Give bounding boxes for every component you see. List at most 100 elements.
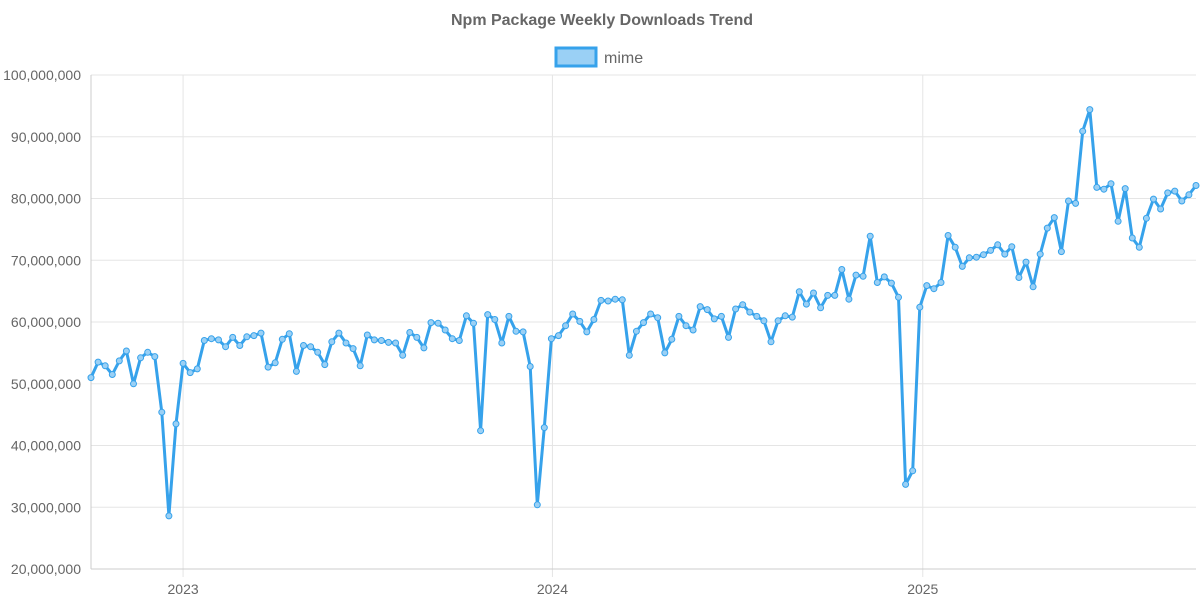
data-point[interactable] bbox=[236, 342, 244, 349]
data-point[interactable] bbox=[314, 348, 322, 356]
data-point[interactable] bbox=[781, 312, 789, 320]
data-point[interactable] bbox=[1185, 191, 1193, 199]
data-point[interactable] bbox=[1036, 250, 1044, 258]
data-point[interactable] bbox=[760, 317, 768, 325]
data-point[interactable] bbox=[207, 335, 215, 343]
data-point[interactable] bbox=[470, 319, 477, 327]
data-point[interactable] bbox=[774, 317, 782, 325]
data-point[interactable] bbox=[455, 337, 463, 344]
data-point[interactable] bbox=[732, 305, 740, 313]
data-point[interactable] bbox=[498, 339, 506, 347]
data-point[interactable] bbox=[569, 310, 577, 318]
data-point[interactable] bbox=[172, 420, 180, 428]
data-point[interactable] bbox=[632, 327, 640, 335]
data-point[interactable] bbox=[1043, 224, 1051, 232]
data-point[interactable] bbox=[817, 304, 825, 312]
data-point[interactable] bbox=[349, 345, 357, 353]
data-point[interactable] bbox=[866, 232, 874, 240]
data-point[interactable] bbox=[810, 289, 817, 297]
data-point[interactable] bbox=[519, 328, 527, 336]
data-point[interactable] bbox=[1164, 189, 1172, 197]
data-point[interactable] bbox=[958, 262, 966, 270]
data-point[interactable] bbox=[484, 311, 492, 319]
data-point[interactable] bbox=[144, 348, 152, 356]
data-point[interactable] bbox=[108, 371, 116, 378]
data-point[interactable] bbox=[200, 337, 208, 344]
data-point[interactable] bbox=[767, 338, 775, 346]
data-point[interactable] bbox=[370, 336, 378, 344]
data-point[interactable] bbox=[625, 351, 633, 359]
data-point[interactable] bbox=[675, 312, 683, 320]
data-point[interactable] bbox=[540, 424, 548, 432]
data-point[interactable] bbox=[1192, 182, 1200, 189]
data-point[interactable] bbox=[802, 300, 810, 308]
data-point[interactable] bbox=[717, 312, 725, 320]
data-point[interactable] bbox=[335, 329, 343, 337]
data-point[interactable] bbox=[427, 319, 435, 327]
data-point[interactable] bbox=[916, 303, 924, 311]
data-point[interactable] bbox=[420, 344, 428, 352]
data-point[interactable] bbox=[597, 296, 605, 304]
data-point[interactable] bbox=[1008, 243, 1016, 251]
data-point[interactable] bbox=[859, 272, 867, 280]
data-point[interactable] bbox=[831, 291, 839, 299]
data-point[interactable] bbox=[661, 349, 669, 357]
data-point[interactable] bbox=[399, 351, 407, 359]
data-point[interactable] bbox=[547, 335, 555, 343]
data-point[interactable] bbox=[477, 427, 485, 435]
data-point[interactable] bbox=[1128, 234, 1136, 242]
data-point[interactable] bbox=[1072, 199, 1080, 207]
data-point[interactable] bbox=[165, 512, 173, 520]
data-point[interactable] bbox=[264, 363, 272, 371]
data-point[interactable] bbox=[533, 501, 541, 509]
data-point[interactable] bbox=[1142, 214, 1150, 222]
data-point[interactable] bbox=[972, 253, 980, 261]
data-point[interactable] bbox=[965, 254, 973, 262]
data-point[interactable] bbox=[1079, 127, 1087, 135]
data-point[interactable] bbox=[491, 316, 499, 323]
data-point[interactable] bbox=[1150, 195, 1157, 203]
data-point[interactable] bbox=[618, 296, 626, 304]
data-point[interactable] bbox=[689, 326, 697, 334]
data-point[interactable] bbox=[271, 359, 279, 367]
data-point[interactable] bbox=[994, 241, 1002, 249]
data-point[interactable] bbox=[987, 246, 995, 254]
data-point[interactable] bbox=[278, 335, 286, 343]
data-point[interactable] bbox=[576, 317, 584, 325]
data-point[interactable] bbox=[151, 353, 159, 361]
data-point[interactable] bbox=[1086, 106, 1094, 114]
data-point[interactable] bbox=[257, 329, 265, 337]
data-point[interactable] bbox=[746, 308, 754, 316]
legend[interactable]: mime bbox=[554, 46, 643, 68]
data-point[interactable] bbox=[1093, 183, 1101, 191]
data-point[interactable] bbox=[1135, 243, 1143, 251]
data-point[interactable] bbox=[229, 333, 237, 341]
data-point[interactable] bbox=[753, 312, 761, 320]
data-point[interactable] bbox=[980, 251, 987, 259]
data-point[interactable] bbox=[951, 243, 959, 251]
data-point[interactable] bbox=[526, 363, 534, 370]
data-point[interactable] bbox=[363, 331, 371, 339]
data-point[interactable] bbox=[137, 354, 145, 362]
data-point[interactable] bbox=[725, 333, 732, 341]
data-point[interactable] bbox=[824, 291, 832, 299]
data-point[interactable] bbox=[307, 343, 315, 351]
data-point[interactable] bbox=[1029, 283, 1037, 291]
data-point[interactable] bbox=[788, 313, 796, 321]
data-point[interactable] bbox=[795, 288, 803, 296]
data-point[interactable] bbox=[130, 380, 137, 388]
data-point[interactable] bbox=[285, 330, 293, 338]
data-point[interactable] bbox=[356, 362, 364, 370]
data-point[interactable] bbox=[1107, 180, 1115, 188]
data-point[interactable] bbox=[1015, 274, 1023, 281]
data-point[interactable] bbox=[1114, 217, 1122, 225]
data-point[interactable] bbox=[186, 369, 194, 377]
data-point[interactable] bbox=[215, 336, 222, 344]
data-point[interactable] bbox=[342, 339, 350, 347]
data-point[interactable] bbox=[909, 467, 917, 475]
data-point[interactable] bbox=[321, 361, 329, 369]
data-point[interactable] bbox=[512, 327, 520, 335]
data-point[interactable] bbox=[852, 271, 860, 279]
data-point[interactable] bbox=[179, 359, 187, 367]
data-point[interactable] bbox=[873, 279, 881, 286]
